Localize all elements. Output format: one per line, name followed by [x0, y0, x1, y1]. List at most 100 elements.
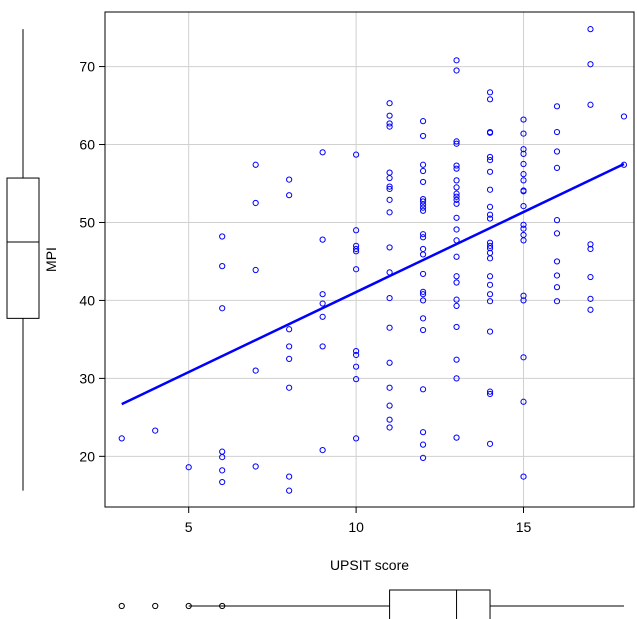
- y-tick-label: 70: [79, 59, 95, 75]
- x-box-outlier: [185, 602, 192, 610]
- x-tick-label: 10: [348, 519, 364, 535]
- data-point: [386, 359, 393, 366]
- data-point: [353, 227, 360, 234]
- data-point: [185, 464, 192, 471]
- data-point: [319, 300, 326, 307]
- data-point: [386, 196, 393, 203]
- data-point: [319, 236, 326, 243]
- data-point: [118, 435, 125, 442]
- regression-line: [121, 162, 625, 406]
- data-point: [486, 273, 494, 280]
- data-point: [386, 185, 393, 193]
- y-tick-label: 20: [79, 448, 95, 464]
- data-point: [386, 183, 393, 190]
- regression-line-group: [121, 162, 625, 406]
- data-point: [486, 89, 494, 96]
- y-tick-label: 60: [79, 137, 95, 153]
- data-point: [386, 174, 393, 182]
- data-point: [286, 326, 293, 333]
- y-box-iqr: [6, 177, 40, 319]
- data-point: [520, 292, 527, 299]
- data-point: [419, 315, 427, 322]
- x-box-outlier: [118, 602, 125, 610]
- x-tick-label: 15: [516, 519, 532, 535]
- data-point: [453, 302, 460, 309]
- data-point: [486, 129, 494, 136]
- data-point: [453, 67, 460, 74]
- data-point: [453, 57, 460, 64]
- data-point: [553, 272, 561, 279]
- data-point: [520, 237, 527, 244]
- data-point: [386, 244, 393, 251]
- data-point: [419, 234, 427, 241]
- data-point: [219, 467, 226, 474]
- data-point: [587, 245, 594, 253]
- data-point: [553, 298, 561, 305]
- data-point: [386, 169, 393, 176]
- data-point: [386, 402, 393, 409]
- data-point: [520, 130, 527, 137]
- data-point: [152, 427, 159, 434]
- data-point: [319, 343, 326, 350]
- data-point: [520, 354, 527, 361]
- data-point: [353, 376, 360, 383]
- data-point: [386, 112, 393, 119]
- data-point: [520, 297, 527, 304]
- data-point: [553, 164, 561, 172]
- data-point: [286, 343, 293, 350]
- data-point: [419, 326, 427, 334]
- data-point: [453, 138, 460, 145]
- data-point: [587, 295, 594, 302]
- y-tick-label: 30: [79, 370, 95, 386]
- data-point: [486, 96, 494, 103]
- y-tick-label: 50: [79, 214, 95, 230]
- data-point: [386, 209, 393, 216]
- data-point: [553, 148, 561, 155]
- data-point: [386, 120, 393, 127]
- y-axis-label: MPI: [43, 247, 59, 272]
- data-point: [419, 270, 427, 278]
- data-point: [419, 291, 427, 298]
- data-point: [419, 161, 427, 168]
- data-point: [453, 356, 460, 363]
- y-boxplot: [6, 29, 40, 491]
- data-point: [453, 165, 460, 172]
- y-tick-label: 40: [79, 292, 95, 308]
- data-point: [520, 473, 527, 480]
- x-boxplot: [118, 589, 624, 619]
- data-point: [486, 186, 494, 193]
- data-point: [520, 171, 527, 178]
- data-points: [118, 26, 628, 494]
- data-point: [620, 113, 628, 120]
- data-point: [553, 284, 561, 291]
- data-point: [486, 242, 494, 249]
- data-point: [252, 367, 259, 374]
- data-point: [486, 245, 494, 252]
- data-point: [453, 162, 460, 169]
- data-point: [419, 201, 427, 208]
- data-point: [520, 188, 527, 195]
- data-point: [419, 118, 427, 125]
- data-point: [486, 440, 494, 447]
- data-point: [453, 434, 460, 441]
- data-point: [486, 281, 494, 288]
- data-point: [386, 123, 393, 130]
- x-box-outlier: [152, 602, 159, 610]
- x-tick-label: 5: [185, 519, 193, 535]
- data-point: [353, 363, 360, 370]
- data-point: [419, 386, 427, 393]
- data-point: [587, 101, 594, 108]
- data-point: [219, 454, 226, 461]
- data-point: [520, 150, 527, 157]
- data-point: [419, 429, 427, 436]
- data-point: [353, 151, 360, 158]
- data-point: [453, 253, 460, 260]
- data-point: [353, 245, 360, 253]
- data-point: [486, 215, 494, 222]
- data-point: [587, 306, 594, 313]
- data-point: [419, 207, 427, 214]
- data-point: [486, 298, 494, 305]
- data-point: [386, 100, 393, 107]
- data-point: [453, 279, 460, 286]
